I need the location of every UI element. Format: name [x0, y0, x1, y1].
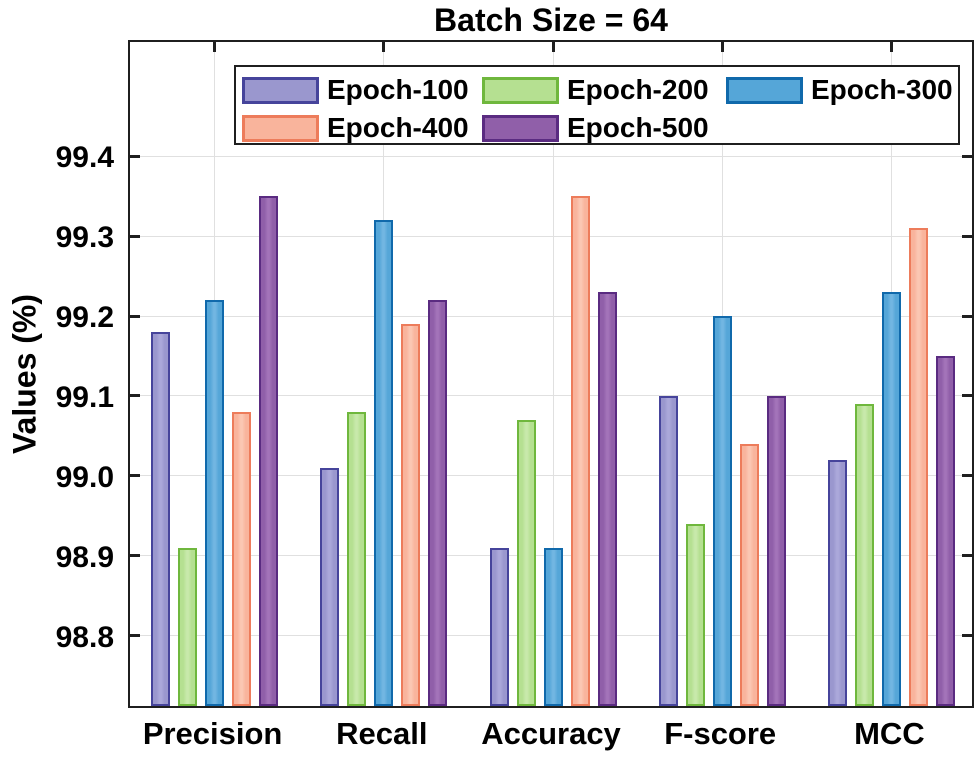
legend-label: Epoch-500: [567, 112, 709, 143]
bar-epoch-300-precision: [205, 300, 225, 706]
bar-epoch-400-accuracy: [570, 196, 590, 706]
bar-epoch-300-recall: [374, 220, 394, 706]
legend-item-epoch-500: Epoch-500: [482, 114, 726, 142]
legend-swatch-epoch-100: [242, 76, 319, 104]
bar-epoch-400-recall: [401, 324, 421, 706]
y-tick-mark-right: [962, 634, 972, 638]
legend-item-epoch-100: Epoch-100: [242, 76, 482, 104]
bar-epoch-500-recall: [428, 300, 448, 706]
y-tick-mark-left: [130, 474, 140, 478]
legend-label: Epoch-100: [327, 74, 469, 105]
bar-epoch-200-f-score: [685, 524, 705, 706]
x-tick-label: MCC: [854, 716, 925, 751]
y-tick-label: 98.9: [55, 540, 114, 574]
bar-epoch-400-precision: [232, 412, 252, 706]
y-tick-mark-right: [962, 394, 972, 398]
y-tick-mark-left: [130, 234, 140, 238]
x-tick-label: Accuracy: [481, 716, 621, 751]
bar-epoch-200-accuracy: [516, 420, 536, 706]
y-tick-label: 99.2: [55, 301, 114, 335]
x-tick-label: Precision: [142, 716, 283, 751]
bar-epoch-500-mcc: [935, 356, 955, 706]
bar-epoch-400-mcc: [908, 228, 928, 706]
x-tick-mark-top: [213, 42, 217, 52]
legend-swatch-epoch-400: [242, 114, 319, 142]
bar-epoch-100-recall: [320, 468, 340, 706]
x-tick-label: F-score: [664, 716, 777, 751]
x-tick-mark-top: [382, 42, 386, 52]
y-tick-mark-right: [962, 554, 972, 558]
y-tick-label: 99.3: [55, 221, 114, 255]
y-tick-mark-right: [962, 314, 972, 318]
y-tick-mark-left: [130, 554, 140, 558]
bar-epoch-500-precision: [259, 196, 279, 706]
h-gridline: [130, 155, 972, 157]
bar-epoch-500-accuracy: [597, 292, 617, 706]
legend-swatch-epoch-300: [726, 76, 803, 104]
y-tick-mark-left: [130, 154, 140, 158]
h-gridline: [130, 315, 972, 317]
y-tick-mark-right: [962, 234, 972, 238]
v-gridline: [552, 42, 554, 706]
h-gridline: [130, 235, 972, 237]
legend-label: Epoch-200: [567, 74, 709, 105]
bar-epoch-100-precision: [151, 332, 171, 706]
legend-swatch-epoch-500: [482, 114, 559, 142]
y-tick-label: 99.0: [55, 460, 114, 494]
y-tick-label: 99.1: [55, 380, 114, 414]
bar-epoch-200-recall: [347, 412, 367, 706]
y-tick-mark-left: [130, 314, 140, 318]
bar-epoch-100-mcc: [827, 460, 847, 706]
y-tick-mark-left: [130, 394, 140, 398]
legend-swatch-epoch-200: [482, 76, 559, 104]
x-tick-mark-top: [720, 42, 724, 52]
y-tick-label: 98.8: [55, 620, 114, 654]
bar-epoch-500-f-score: [766, 396, 786, 706]
legend-label: Epoch-300: [811, 74, 953, 105]
y-tick-mark-left: [130, 634, 140, 638]
x-tick-label: Recall: [336, 716, 428, 751]
bar-epoch-100-f-score: [658, 396, 678, 706]
plot-area: Epoch-100 Epoch-200 Epoch-300 Epoch-400 Epoc…: [128, 40, 974, 708]
bar-epoch-300-accuracy: [543, 548, 563, 706]
bar-epoch-200-precision: [178, 548, 198, 706]
y-tick-mark-right: [962, 474, 972, 478]
y-tick-label: 99.4: [55, 141, 114, 175]
bar-epoch-300-f-score: [712, 316, 732, 706]
legend-item-epoch-400: Epoch-400: [242, 114, 482, 142]
chart-title: Batch Size = 64: [434, 2, 668, 38]
legend-item-epoch-200: Epoch-200: [482, 76, 726, 104]
bar-epoch-100-accuracy: [489, 548, 509, 706]
x-tick-mark-top: [889, 42, 893, 52]
x-tick-mark-top: [551, 42, 555, 52]
legend-label: Epoch-400: [327, 112, 469, 143]
bar-epoch-200-mcc: [854, 404, 874, 706]
bar-epoch-300-mcc: [881, 292, 901, 706]
legend: Epoch-100 Epoch-200 Epoch-300 Epoch-400 Epoc…: [234, 65, 960, 145]
h-gridline: [130, 475, 972, 477]
legend-item-epoch-300: Epoch-300: [726, 76, 958, 104]
bar-epoch-400-f-score: [739, 444, 759, 706]
y-tick-mark-right: [962, 154, 972, 158]
h-gridline: [130, 395, 972, 397]
